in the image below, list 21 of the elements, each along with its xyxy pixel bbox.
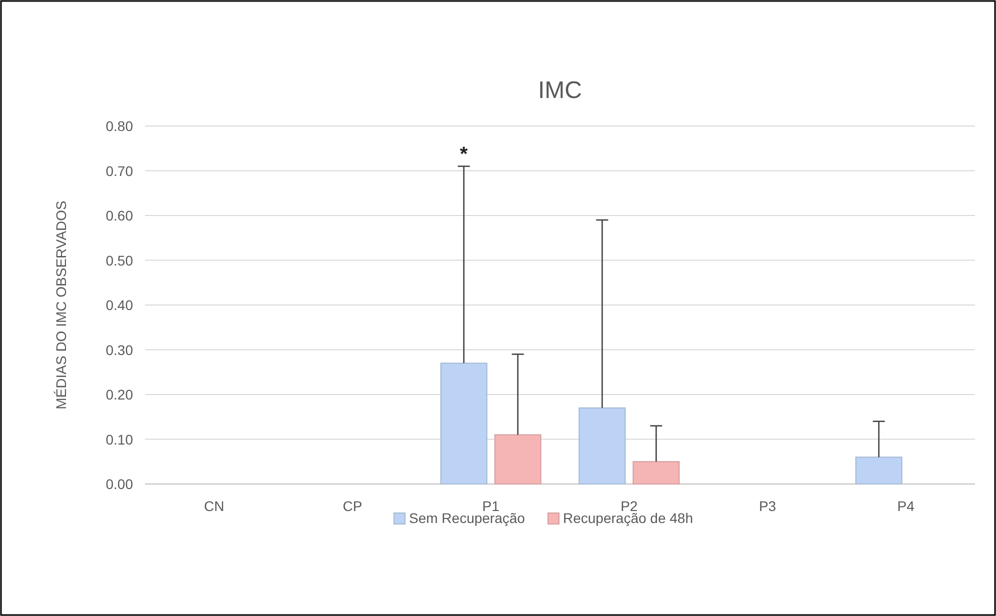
y-tick-label: 0.70 xyxy=(106,162,134,179)
bar xyxy=(578,407,626,484)
bar xyxy=(632,461,680,484)
bar xyxy=(440,362,488,484)
x-tick-label: CN xyxy=(204,498,224,514)
y-axis-title: MÉDIAS DO IMC OBSERVADOS xyxy=(53,200,69,410)
y-tick-label: 0.00 xyxy=(106,476,134,492)
bar xyxy=(855,456,902,484)
y-tick-label: 0.80 xyxy=(106,118,134,134)
y-tick-label: 0.30 xyxy=(106,342,134,358)
annotation: * xyxy=(460,143,468,166)
chart-title: IMC xyxy=(538,77,582,104)
x-tick-label: P4 xyxy=(897,498,915,514)
x-tick-label: CP xyxy=(342,498,362,514)
y-tick-label: 0.40 xyxy=(106,297,134,313)
y-tick-label: 0.20 xyxy=(106,386,134,402)
bar xyxy=(494,434,542,484)
x-tick-label: P3 xyxy=(758,498,776,514)
y-tick-label: 0.10 xyxy=(106,431,134,448)
y-tick-label: 0.60 xyxy=(106,208,134,224)
y-tick-label: 0.50 xyxy=(106,252,134,268)
